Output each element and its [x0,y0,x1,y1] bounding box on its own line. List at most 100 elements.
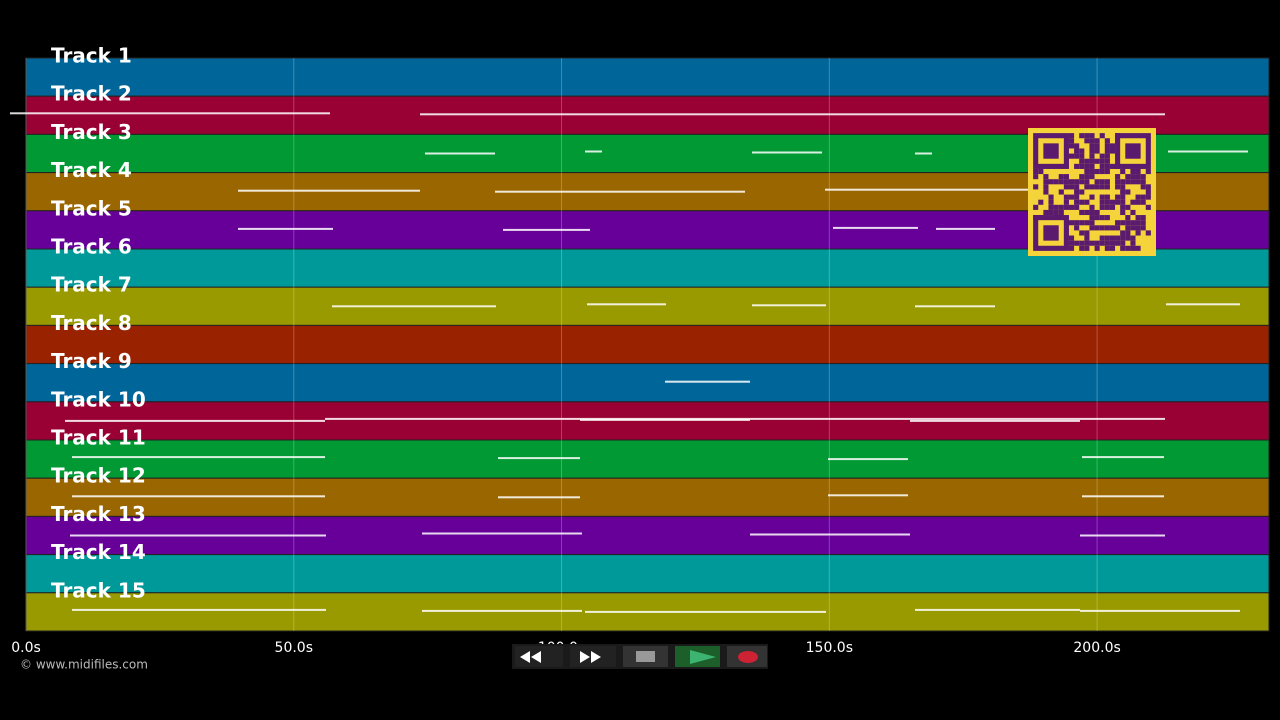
qr-cell [1094,240,1100,246]
qr-cell [1089,148,1095,154]
qr-cell [1084,174,1090,180]
qr-cell [1135,230,1141,236]
qr-cell [1135,179,1141,185]
record-button[interactable] [727,646,767,667]
note [915,152,932,155]
copyright: © www.midifiles.com [20,658,148,672]
qr-cell [1130,168,1136,175]
qr-cell [1068,204,1075,210]
qr-finder [1043,143,1059,159]
qr-cell [1074,240,1080,246]
qr-cell [1063,184,1069,190]
qr-cell [1084,133,1090,139]
note [72,608,326,611]
tick-label: 50.0s [275,640,313,656]
track-label: Track 4 [51,158,132,182]
qr-cell [1048,209,1054,216]
track-label: Track 15 [51,578,146,602]
qr-cell [1109,199,1116,205]
qr-cell [1120,189,1126,195]
qr-cell [1104,215,1110,221]
note [422,609,582,612]
qr-cell [1094,179,1100,185]
qr-cell [1053,209,1059,216]
note [752,304,826,307]
track-lane [25,477,1270,517]
qr-cell [1089,158,1095,164]
qr-cell [1079,245,1085,251]
note [238,189,420,192]
note [72,456,325,459]
qr-cell [1094,148,1100,154]
qr-cell [1068,194,1075,200]
stop-button[interactable] [623,646,668,667]
note [72,495,325,498]
qr-cell [1079,230,1085,236]
qr-cell [1120,230,1126,236]
transport [512,644,768,669]
note [1080,534,1165,537]
forward-button[interactable] [570,646,616,667]
qr-cell [1099,133,1105,139]
qr-cell [1074,189,1080,195]
qr-cell [1094,158,1100,164]
qr-cell [1079,148,1085,154]
qr-cell [1109,143,1116,149]
track-label: Track 1 [51,44,132,68]
qr-cell [1058,179,1064,185]
qr-cell [1068,220,1075,226]
qr-cell [1104,199,1110,205]
qr-cell [1099,215,1105,221]
qr-cell [1048,194,1054,200]
qr-cell [1038,199,1044,205]
qr-cell [1125,225,1131,231]
qr-cell [1125,189,1131,195]
qr-cell [1084,179,1090,185]
qr-cell [1104,158,1110,164]
qr-cell [1140,174,1146,180]
qr-cell [1145,189,1151,195]
qr-cell [1058,204,1064,210]
qr-cell [1094,215,1100,221]
qr-cell [1084,220,1090,226]
track-label: Track 11 [51,426,146,450]
track-lane [25,439,1270,479]
rewind-button[interactable] [515,646,563,667]
play-button[interactable] [675,646,720,667]
track-label: Track 9 [51,349,132,373]
qr-cell [1084,235,1090,241]
qr-cell [1104,168,1110,175]
qr-cell [1109,204,1116,210]
qr-cell [1048,204,1054,210]
qr-cell [1079,240,1085,246]
note [1080,609,1240,612]
note [915,305,995,308]
qr-cell [1109,225,1116,231]
qr-cell [1063,179,1069,185]
forward-icon [580,651,601,663]
qr-cell [1104,225,1110,231]
qr-cell [1089,215,1095,221]
qr-cell [1140,199,1146,205]
note [495,190,745,193]
note [828,494,908,497]
qr-cell [1135,168,1141,175]
qr-cell [1058,189,1064,195]
track-lane [25,363,1270,403]
qr-cell [1115,240,1121,246]
qr-cell [1094,209,1100,216]
qr-cell [1104,143,1110,149]
qr-cell [1130,179,1136,185]
qr-cell [1079,220,1085,226]
qr-cell [1084,184,1090,190]
qr-cell [1068,245,1075,251]
qr-cell [1084,163,1090,169]
note [825,188,1050,191]
note [420,113,1165,116]
qr-cell [1094,138,1100,144]
note [10,112,330,115]
qr-cell [1104,179,1110,185]
qr-cell [1104,245,1110,251]
